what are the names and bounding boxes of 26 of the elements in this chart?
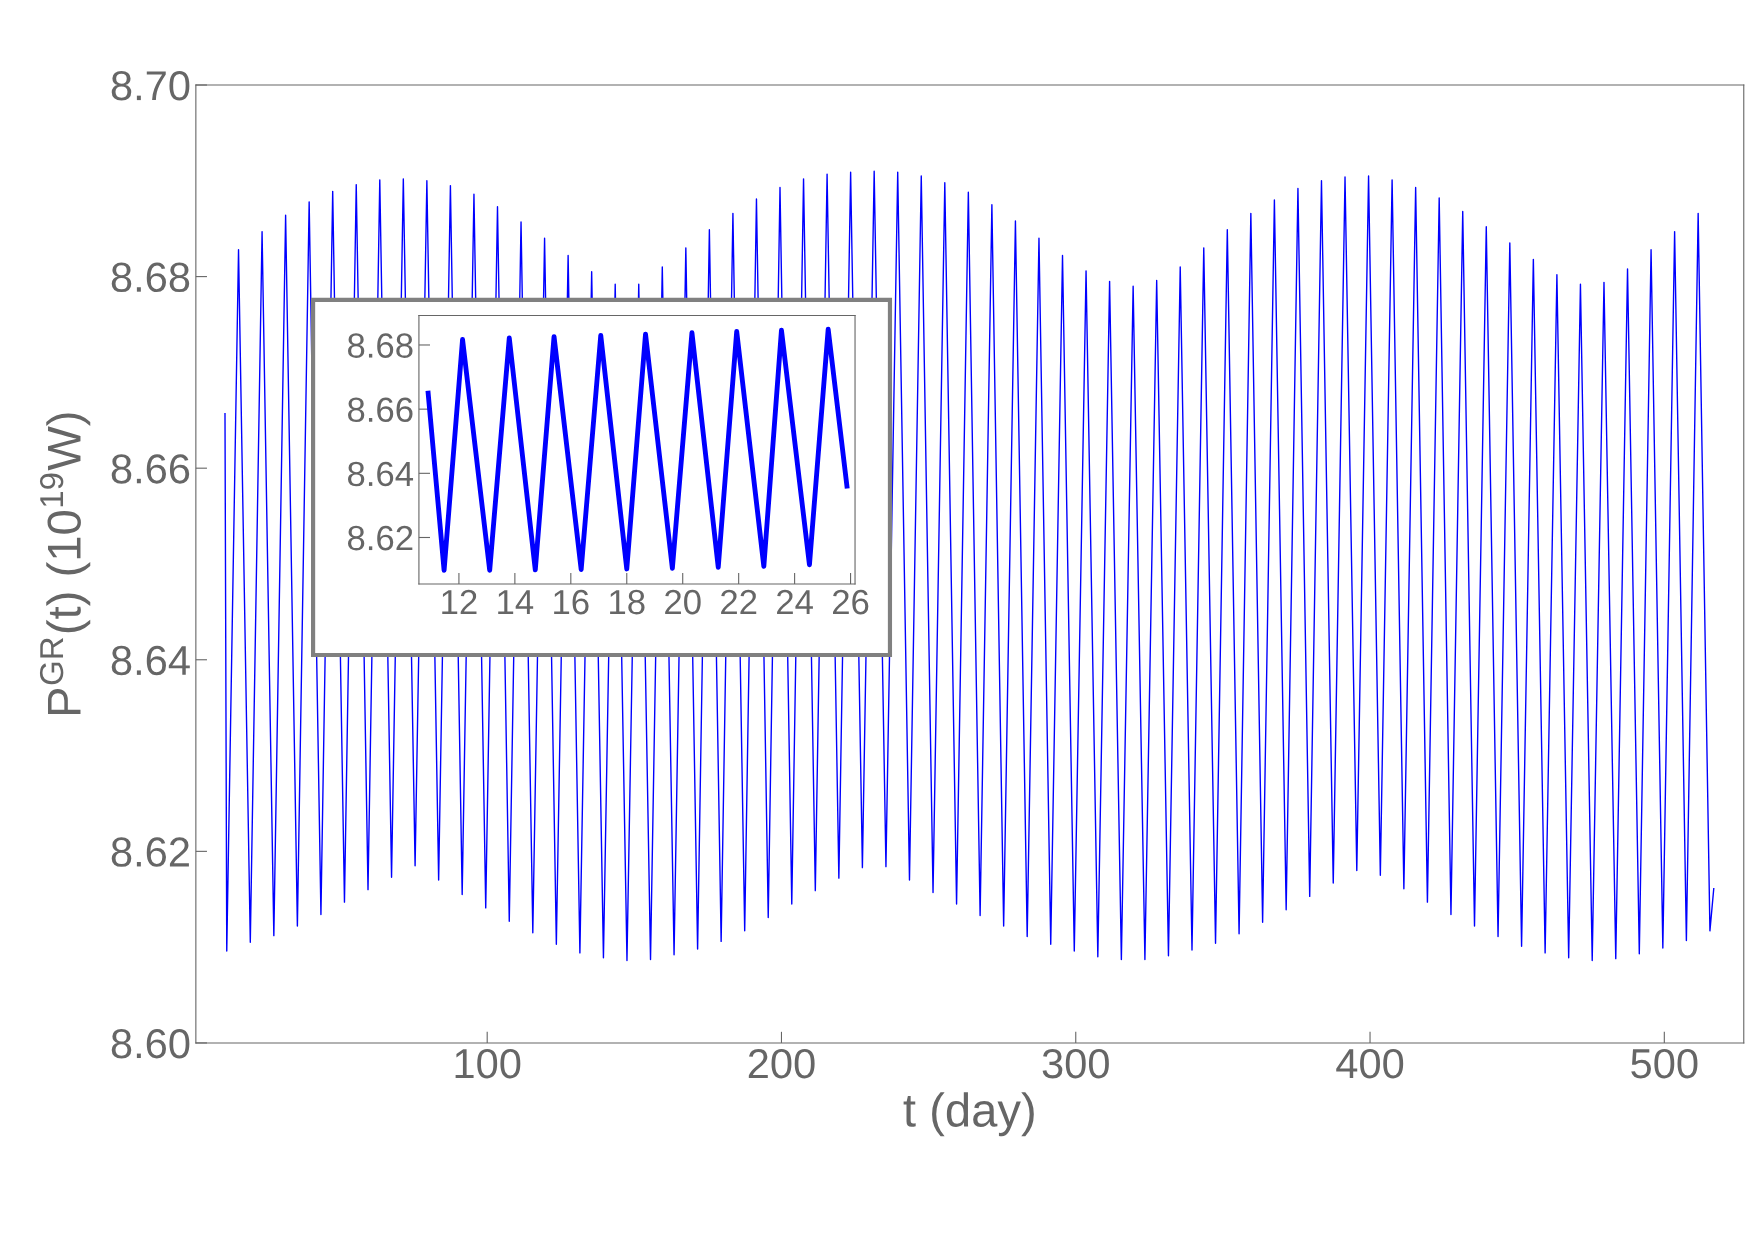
x-tick-label: 300	[1042, 1048, 1109, 1079]
x-tick-label: 18	[610, 589, 645, 615]
x-axis-title: t (day)	[903, 1092, 1034, 1137]
line-series	[425, 326, 850, 573]
x-tick-label: 400	[1336, 1048, 1404, 1079]
x-tick-label: 20	[665, 589, 701, 615]
y-tick-label: 8.68	[347, 333, 413, 358]
y-tick-label: 8.62	[347, 525, 413, 551]
y-tick-label: 8.66	[347, 397, 413, 423]
x-tick-label: 22	[721, 589, 757, 615]
y-tick-label: 8.62	[111, 837, 189, 867]
y-tick-label: 8.64	[111, 645, 190, 676]
x-tick-label: 12	[442, 589, 477, 615]
y-tick-label: 8.66	[111, 454, 190, 484]
y-axis-title: P$^{GR}$(t) (10$^{19}$W)	[39, 413, 91, 715]
x-tick-label: 24	[777, 589, 813, 615]
x-tick-label: 200	[748, 1048, 815, 1079]
x-tick-label: 100	[455, 1048, 521, 1079]
y-tick-label: 8.68	[111, 262, 190, 293]
x-tick-label: 500	[1631, 1048, 1698, 1079]
x-tick-label: 26	[833, 589, 869, 615]
y-tick-label: 8.64	[347, 461, 414, 487]
x-tick-label: 14	[498, 590, 534, 615]
y-tick-label: 8.70	[111, 71, 190, 101]
x-tick-label: 16	[554, 589, 589, 615]
y-tick-label: 8.60	[111, 1028, 190, 1059]
